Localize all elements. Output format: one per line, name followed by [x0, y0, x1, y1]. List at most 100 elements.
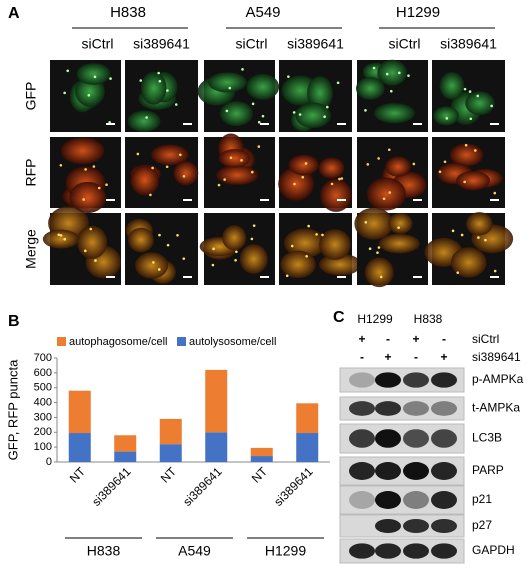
x-tick-label: si389641: [271, 464, 316, 509]
group-label: H838: [87, 543, 121, 559]
punctum: [484, 238, 487, 242]
treatment-mark: -: [414, 350, 418, 364]
cell: [366, 177, 406, 211]
punctum: [407, 74, 410, 77]
blot-band: [375, 462, 401, 480]
legend-swatch: [57, 337, 66, 346]
blot-band: [431, 491, 457, 509]
x-tick-label: si389641: [89, 464, 134, 509]
punctum: [304, 162, 308, 165]
punctum: [438, 170, 442, 174]
punctum: [330, 182, 334, 186]
protein-label: GAPDH: [472, 543, 515, 557]
cell: [465, 91, 495, 116]
cell: [456, 170, 490, 191]
punctum: [228, 86, 232, 90]
cell-line-label: H838: [414, 312, 443, 326]
punctum: [301, 175, 305, 179]
punctum: [469, 117, 473, 121]
row-label: RFP: [23, 159, 39, 187]
punctum: [57, 233, 61, 237]
punctum: [476, 94, 480, 98]
y-tick-label: 300: [34, 411, 52, 423]
panel-label: A: [8, 5, 20, 22]
punctum: [223, 178, 226, 181]
cell: [77, 225, 108, 259]
punctum: [250, 237, 254, 241]
punctum: [63, 237, 67, 241]
protein-label: p21: [472, 492, 492, 506]
blot-strip: [339, 396, 465, 421]
punctum: [377, 157, 380, 160]
x-tick-label: NT: [67, 464, 89, 486]
punctum: [490, 104, 493, 108]
cell: [377, 59, 407, 86]
blot-band: [349, 543, 375, 559]
punctum: [261, 114, 265, 118]
blot-band: [349, 462, 375, 480]
punctum: [66, 69, 69, 73]
cell: [433, 106, 459, 126]
punctum: [241, 68, 244, 71]
cell: [127, 227, 154, 253]
cell: [76, 63, 111, 85]
cell: [130, 165, 160, 196]
protein-label: p27: [472, 518, 492, 532]
punctum: [376, 251, 379, 254]
punctum: [158, 233, 161, 237]
x-tick-label: si389641: [180, 464, 225, 509]
punctum: [89, 227, 93, 231]
punctum: [385, 72, 389, 76]
punctum: [290, 244, 294, 248]
legend-label: autolysosome/cell: [189, 336, 276, 348]
blot-band: [431, 429, 457, 448]
protein-label: LC3B: [472, 431, 502, 445]
punctum: [336, 81, 340, 85]
cell: [318, 157, 345, 179]
punctum: [108, 121, 111, 124]
condition-label: siCtrl: [236, 36, 268, 52]
blot-band: [375, 429, 401, 448]
legend-swatch: [177, 337, 186, 346]
cell: [385, 156, 411, 177]
blot-band: [403, 429, 429, 448]
y-tick-label: 0: [46, 456, 52, 468]
blot-band: [403, 543, 429, 559]
row-label: Merge: [23, 229, 39, 269]
punctum: [364, 109, 367, 112]
punctum: [257, 145, 261, 148]
blot-band: [375, 518, 401, 534]
cell: [134, 252, 169, 279]
cell: [280, 250, 316, 279]
punctum: [59, 163, 63, 167]
treatment-mark: -: [386, 332, 390, 346]
punctum: [477, 236, 480, 239]
treatment-label: si389641: [472, 350, 521, 364]
punctum: [468, 90, 472, 93]
punctum: [388, 191, 392, 194]
treatment-mark: -: [442, 332, 446, 346]
cell: [283, 228, 327, 258]
punctum: [166, 243, 170, 247]
cell: [60, 137, 105, 165]
punctum: [293, 182, 296, 186]
row-label: GFP: [23, 82, 39, 111]
bar-segment: [296, 433, 319, 462]
punctum: [92, 165, 96, 168]
punctum: [366, 163, 370, 166]
punctum: [338, 177, 341, 181]
y-tick-label: 200: [34, 426, 52, 438]
punctum: [94, 259, 97, 262]
cell: [320, 178, 352, 212]
treatment-mark: +: [384, 350, 391, 364]
punctum: [398, 71, 401, 75]
punctum: [251, 102, 255, 106]
punctum: [84, 249, 87, 253]
treatment-mark: +: [440, 350, 447, 364]
condition-label: si389641: [133, 36, 190, 52]
cell: [319, 229, 351, 260]
cell: [222, 225, 247, 251]
punctum: [315, 233, 318, 236]
